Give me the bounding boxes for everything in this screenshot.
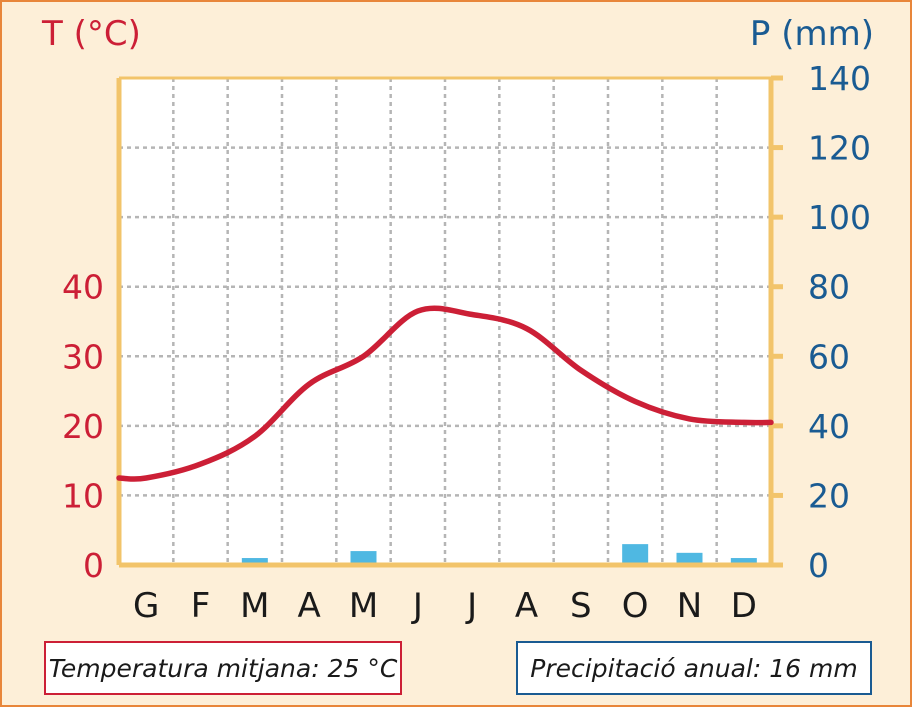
month-label: D [731,586,757,626]
left-axis-title: T (°C) [42,14,141,54]
precipitation-bar [622,544,649,565]
left-axis-tick-label: 10 [62,476,104,515]
right-axis-tick-label: 60 [808,337,850,376]
month-label: F [191,586,211,626]
left-axis-tick-label: 20 [62,407,104,446]
right-axis-title: P (mm) [749,14,874,54]
temperature-line [116,305,774,482]
month-label: M [349,586,378,626]
precipitation-bar [350,551,377,565]
precipitation-legend-text: Precipitació anual: 16 mm [530,653,858,683]
left-axis-tick-label: 40 [62,268,104,307]
precipitation-bar [241,558,268,565]
left-axis-tick-label: 30 [62,337,104,376]
right-axis-tick-label: 100 [808,198,871,237]
month-label: M [240,586,269,626]
month-label: A [515,586,538,626]
month-label: G [133,586,159,626]
right-axis-tick-label: 40 [808,407,850,446]
right-axis-tick-label: 140 [808,59,871,98]
month-label: N [677,586,702,626]
left-axis-tick-label: 0 [83,546,104,585]
month-label: J [411,586,423,626]
month-label: O [622,586,649,626]
month-label: A [298,586,321,626]
temperature-legend-box: Temperatura mitjana: 25 °C [44,641,402,695]
precipitation-bar [730,558,757,565]
right-axis-tick-label: 120 [808,129,871,168]
month-label: S [570,586,592,626]
month-label: J [465,586,477,626]
temperature-legend-text: Temperatura mitjana: 25 °C [48,653,398,683]
precipitation-bar [676,552,703,565]
right-axis-tick-label: 80 [808,268,850,307]
precipitation-legend-box: Precipitació anual: 16 mm [516,641,872,695]
right-axis-tick-label: 0 [808,546,829,585]
right-axis-tick-label: 20 [808,476,850,515]
